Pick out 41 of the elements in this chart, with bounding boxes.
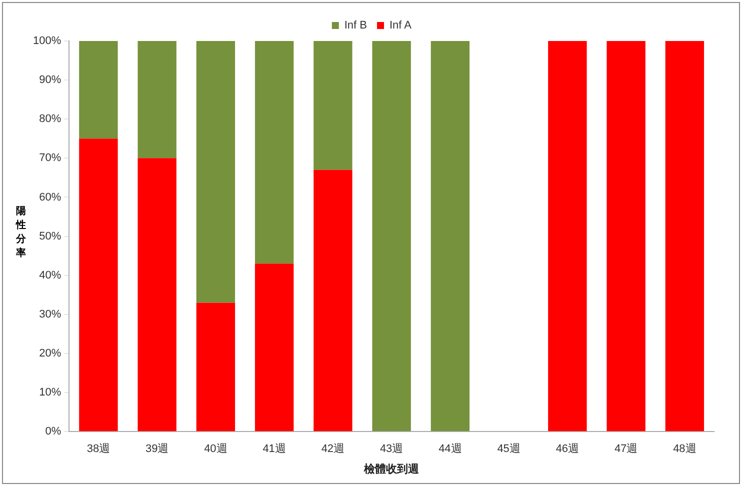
legend-label: Inf A [390,20,412,32]
bar [79,138,118,432]
y-tick-label: 20% [39,348,62,360]
bar [254,264,294,432]
bar [314,170,352,432]
bar [372,41,411,432]
y-tick-label: 10% [39,386,62,399]
bar [138,41,176,158]
x-axis-title: 檢體收到週 [363,462,420,476]
bar [196,302,236,432]
x-tick-label: 39週 [145,443,169,456]
y-tick-label: 40% [39,269,62,282]
y-tick-label: 90% [39,74,62,86]
y-tick-label: 80% [39,113,62,126]
bar [196,41,236,303]
y-tick-label: 0% [45,426,62,438]
y-tick-label: 100% [32,35,62,48]
y-tick-label: 60% [39,191,62,204]
x-tick-label: 48週 [673,443,696,456]
legend-label: Inf B [344,20,367,32]
y-tick-label: 70% [39,152,62,164]
x-tick-label: 41週 [262,443,286,456]
bar [665,41,704,432]
bar [606,41,646,432]
bar [254,41,294,264]
bar [138,158,176,432]
x-tick-label: 47週 [614,443,638,456]
bar [430,41,470,432]
x-tick-label: 40週 [204,443,228,456]
x-tick-label: 42週 [321,443,345,456]
x-tick-label: 45週 [497,443,520,456]
bar [79,41,118,139]
x-tick-label: 44週 [438,443,462,456]
bar [548,41,587,432]
x-tick-label: 38週 [86,443,110,456]
bar [314,41,352,170]
x-tick-label: 46週 [556,443,580,456]
y-axis-title: 陽性分率 [14,205,27,261]
y-tick-label: 50% [39,230,62,242]
x-tick-label: 43週 [380,443,404,456]
y-tick-label: 30% [39,308,62,320]
